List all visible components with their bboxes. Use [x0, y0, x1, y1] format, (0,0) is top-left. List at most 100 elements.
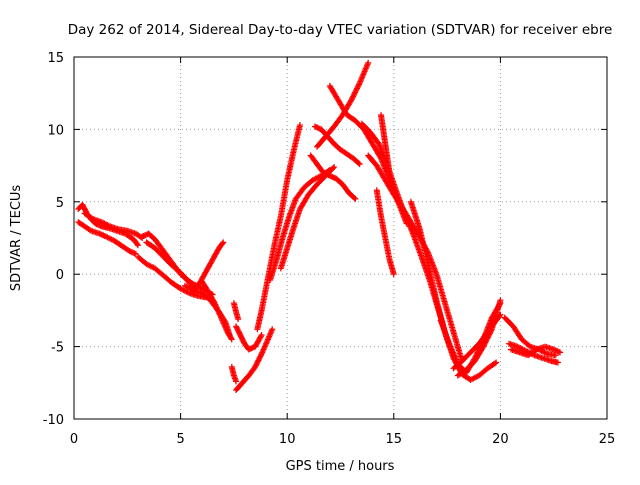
data-point: [483, 336, 490, 343]
series-arc-21: [358, 120, 468, 379]
x-tick-label: 0: [70, 432, 78, 447]
data-point: [134, 241, 141, 248]
data-point: [485, 332, 492, 339]
y-tick-label: -5: [51, 341, 64, 356]
data-point: [352, 195, 359, 202]
chart-title: Day 262 of 2014, Sidereal Day-to-day VTE…: [68, 22, 613, 38]
data-point: [254, 358, 261, 365]
series-arc-15: [267, 166, 333, 283]
data-point: [365, 59, 372, 66]
data-points: [75, 59, 564, 394]
data-point: [353, 86, 360, 93]
data-point: [134, 242, 141, 249]
data-point: [348, 96, 355, 103]
x-axis-label: GPS time / hours: [286, 459, 395, 474]
plot-frame: [73, 56, 608, 420]
data-point: [355, 160, 362, 167]
series-arc-9: [198, 278, 235, 343]
data-point: [532, 347, 539, 354]
data-point: [352, 88, 359, 95]
series-arc-31: [508, 343, 564, 359]
data-point: [350, 92, 357, 99]
data-point: [482, 338, 489, 345]
series-arc-13: [233, 323, 265, 353]
data-point: [386, 169, 393, 176]
data-point: [235, 316, 242, 323]
data-point: [481, 342, 487, 349]
x-tick-label: 25: [599, 432, 616, 447]
data-point: [491, 360, 498, 367]
data-point: [219, 240, 226, 247]
data-point: [252, 363, 259, 370]
data-point: [258, 332, 265, 339]
data-point: [486, 331, 493, 338]
y-tick-label: 15: [47, 51, 64, 66]
tick-labels: 0 5 10 15 20 25 -10 -5 0 5 10 15: [43, 51, 616, 447]
data-point: [487, 328, 494, 335]
y-axis-label: SDTVAR / TECUs: [9, 185, 24, 292]
y-tick-label: -10: [43, 413, 64, 428]
data-point: [557, 349, 564, 356]
axis-ticks: [73, 56, 608, 420]
data-point: [257, 353, 264, 360]
data-point: [86, 226, 93, 233]
data-point: [354, 85, 361, 92]
data-point: [256, 356, 263, 363]
data-point: [256, 354, 263, 361]
data-point: [480, 343, 487, 350]
y-tick-label: 0: [56, 268, 64, 283]
series-arc-25: [407, 198, 500, 383]
data-point: [296, 122, 303, 129]
series-arc-17: [307, 152, 359, 202]
data-point: [352, 89, 359, 96]
series-arc-20: [314, 59, 372, 150]
data-point: [211, 298, 218, 305]
data-point: [252, 362, 259, 369]
data-point: [354, 84, 361, 91]
data-point: [390, 271, 397, 278]
data-point: [257, 333, 264, 340]
y-tick-label: 10: [47, 123, 64, 138]
data-point: [351, 90, 358, 97]
data-point: [356, 81, 363, 88]
x-tick-label: 10: [279, 432, 296, 447]
series-arc-22: [365, 152, 466, 365]
data-point: [497, 311, 504, 318]
data-point: [355, 82, 362, 89]
series-arc-6: [143, 239, 197, 291]
data-point: [330, 165, 337, 172]
series-arc-18: [311, 123, 363, 168]
series-arc-28: [454, 297, 504, 379]
data-point: [88, 215, 95, 222]
data-point: [349, 94, 356, 101]
data-point: [331, 164, 338, 171]
series-arc-2: [75, 219, 139, 257]
data-point: [351, 194, 358, 201]
series-arc-23: [373, 187, 397, 278]
data-point: [350, 93, 357, 100]
data-point: [228, 336, 235, 343]
data-point: [484, 334, 491, 341]
data-point: [255, 357, 262, 364]
x-tick-label: 20: [492, 432, 509, 447]
data-point: [486, 330, 493, 337]
data-point: [348, 97, 355, 104]
data-point: [481, 340, 488, 347]
data-point: [254, 359, 261, 366]
data-point: [253, 361, 260, 368]
data-point: [233, 378, 240, 385]
data-point: [554, 359, 561, 366]
series-arc-11: [230, 300, 242, 323]
data-point: [257, 352, 264, 359]
data-point: [484, 335, 491, 342]
data-point: [220, 239, 227, 246]
data-point: [497, 297, 504, 304]
series-arc-10: [228, 363, 240, 385]
series-arc-7: [190, 239, 227, 295]
series-arc-24: [378, 111, 393, 176]
series-arc-12: [233, 326, 276, 394]
data-point: [228, 335, 235, 342]
x-tick-label: 15: [386, 432, 403, 447]
